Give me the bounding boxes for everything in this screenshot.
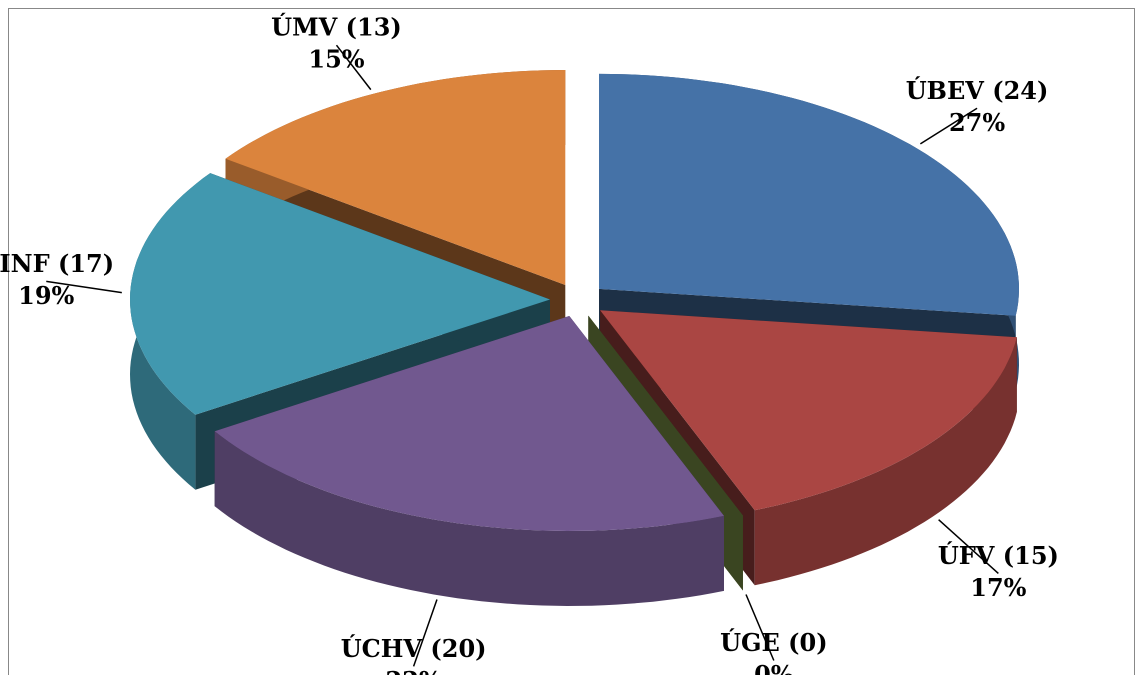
value-label: 15% [308,45,364,74]
slice-top [225,70,566,285]
slice-wall [214,431,724,606]
value-label: 0% [754,660,794,675]
leader-line [938,519,999,574]
category-label: ÚINF (17) [0,249,114,278]
leader-line [335,44,372,91]
category-label: ÚBEV (24) [906,76,1049,105]
slice-top [214,316,724,531]
category-label: ÚMV (13) [271,13,402,42]
leader-line [46,280,122,294]
category-label: ÚCHV (20) [341,634,487,663]
value-label: 19% [18,281,74,310]
value-label: 27% [949,108,1005,137]
category-label: ÚGE (0) [720,628,827,657]
slice-top [599,73,1019,316]
category-label: ÚFV (15) [938,541,1059,570]
leader-line [919,107,978,145]
value-label: 22% [386,666,442,675]
leader-line [745,594,775,661]
slice-top [600,310,1017,511]
slice-wall [754,337,1017,586]
value-label: 17% [970,573,1026,602]
leader-line [412,599,438,667]
slice-top [130,173,550,415]
